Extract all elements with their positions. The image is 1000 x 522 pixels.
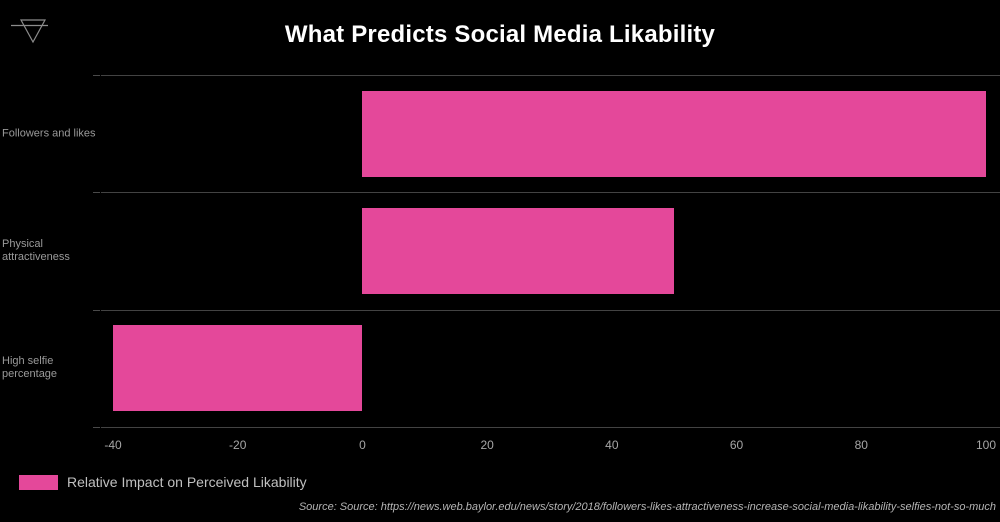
category-label: Physical attractiveness <box>2 238 70 263</box>
x-axis-tick-label: 40 <box>605 438 619 452</box>
chart-title: What Predicts Social Media Likability <box>284 21 716 48</box>
bar-0[interactable] <box>362 90 986 177</box>
x-axis-tick-label: 100 <box>975 438 997 452</box>
x-axis-tick-label: 80 <box>854 438 868 452</box>
bar-1[interactable] <box>362 208 675 294</box>
category-label: Followers and likes <box>2 127 96 140</box>
source-text: Source: Source: https://news.web.baylor.… <box>298 501 996 513</box>
x-axis-tick-label: -40 <box>104 438 122 452</box>
x-axis-tick-label: -20 <box>229 438 247 452</box>
legend-label: Relative Impact on Perceived Likability <box>67 474 307 490</box>
category-axis-tick <box>93 75 100 76</box>
legend-swatch <box>19 474 58 490</box>
x-axis-tick-label: 0 <box>359 438 366 452</box>
legend-item[interactable]: Relative Impact on Perceived Likability <box>19 474 307 490</box>
x-axis-tick-label: 20 <box>480 438 494 452</box>
category-axis-tick <box>93 192 100 194</box>
funnel-triangle-icon[interactable] <box>7 11 51 49</box>
category-label: High selfie percentage <box>2 355 58 381</box>
category-separator-line <box>101 309 1000 311</box>
category-separator-line <box>101 75 1000 76</box>
category-axis-tick <box>93 427 100 428</box>
bar-2[interactable] <box>113 325 363 412</box>
category-separator-line <box>101 427 1000 428</box>
category-separator-line <box>101 192 1000 194</box>
x-axis-tick-label: 60 <box>729 438 744 452</box>
category-axis-tick <box>93 309 100 311</box>
